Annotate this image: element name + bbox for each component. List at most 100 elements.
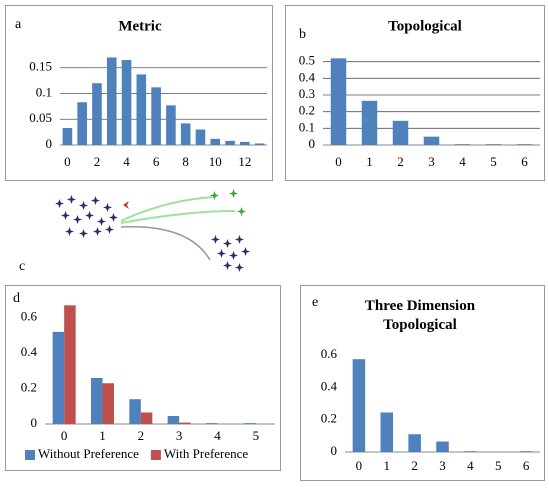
bar xyxy=(408,434,421,452)
panel-label: d xyxy=(13,291,20,306)
x-tick-label: 3 xyxy=(439,458,446,473)
x-tick-label: 4 xyxy=(459,154,466,169)
bar xyxy=(179,423,191,424)
y-tick-label: 0.15 xyxy=(29,59,52,74)
bar xyxy=(77,102,87,145)
bar xyxy=(436,442,449,452)
panel-label: e xyxy=(312,295,318,310)
bar xyxy=(64,305,76,424)
chart-title: Three Dimension Topological xyxy=(340,297,500,335)
bar xyxy=(353,359,366,452)
bar xyxy=(424,137,440,145)
bar xyxy=(129,399,141,424)
y-tick-label: 0 xyxy=(31,415,38,430)
y-tick-label: 0.05 xyxy=(29,110,52,125)
legend-label: With Preference xyxy=(164,446,249,461)
x-tick-label: 1 xyxy=(99,428,106,443)
bar xyxy=(92,83,102,145)
y-tick-label: 0 xyxy=(331,443,338,458)
x-tick-label: 6 xyxy=(521,154,528,169)
x-tick-label: 5 xyxy=(495,458,502,473)
x-tick-label: 2 xyxy=(138,428,145,443)
y-tick-label: 0 xyxy=(309,136,316,151)
page: Metrica00.050.10.15024681012 Topological… xyxy=(0,0,549,488)
x-tick-label: 5 xyxy=(253,428,260,443)
y-tick-label: 0.2 xyxy=(321,411,337,426)
bar xyxy=(103,383,115,424)
bar xyxy=(362,101,378,145)
bar xyxy=(141,412,153,424)
bar xyxy=(381,412,394,452)
chart-title: Metric xyxy=(118,18,162,34)
x-tick-label: 4 xyxy=(467,458,474,473)
bar xyxy=(107,57,117,145)
bar xyxy=(210,139,220,145)
x-tick-label: 12 xyxy=(238,154,251,169)
y-tick-label: 0.3 xyxy=(299,86,315,101)
y-tick-label: 0.6 xyxy=(21,309,38,324)
x-tick-label: 4 xyxy=(214,428,221,443)
bar xyxy=(63,128,73,145)
y-tick-label: 0.4 xyxy=(321,378,338,393)
x-tick-label: 0 xyxy=(61,428,68,443)
x-tick-label: 3 xyxy=(176,428,183,443)
x-tick-label: 3 xyxy=(428,154,435,169)
x-tick-label: 4 xyxy=(123,154,130,169)
predator xyxy=(123,201,129,209)
bar xyxy=(166,105,176,145)
arrow xyxy=(121,227,210,260)
y-tick-label: 0.4 xyxy=(21,344,38,359)
bar xyxy=(53,332,65,424)
x-tick-label: 6 xyxy=(523,458,530,473)
legend-swatch xyxy=(25,450,35,460)
bar xyxy=(181,123,191,145)
y-tick-label: 0.2 xyxy=(21,380,37,395)
bar xyxy=(168,416,180,424)
chart: d 0 0.2 0.4 0.6 0 1 2 3 4 5 Without Preference With … xyxy=(5,285,281,471)
y-tick-label: 0.4 xyxy=(299,69,316,84)
bar xyxy=(206,423,218,424)
y-tick-label: 0.1 xyxy=(36,84,52,99)
flock xyxy=(55,195,250,272)
bar xyxy=(137,74,147,145)
bar xyxy=(122,60,132,145)
x-tick-label: 8 xyxy=(182,154,189,169)
bar xyxy=(240,142,250,145)
bar xyxy=(151,87,161,145)
y-tick-label: 0.6 xyxy=(321,346,338,361)
bar xyxy=(455,144,471,145)
x-tick-label: 0 xyxy=(64,154,71,169)
x-tick-label: 6 xyxy=(153,154,160,169)
y-tick-label: 0.1 xyxy=(299,119,315,134)
x-tick-label: 5 xyxy=(490,154,497,169)
y-tick-label: 0 xyxy=(46,136,53,151)
bar xyxy=(196,130,206,145)
x-tick-label: 10 xyxy=(209,154,222,169)
bar xyxy=(91,378,103,424)
bar xyxy=(517,144,533,145)
panel-label: b xyxy=(299,27,306,42)
bar xyxy=(225,141,235,145)
x-tick-label: 2 xyxy=(397,154,404,169)
x-tick-label: 0 xyxy=(356,458,363,473)
x-tick-label: 2 xyxy=(411,458,418,473)
x-tick-label: 2 xyxy=(94,154,101,169)
bar xyxy=(520,451,533,452)
legend-label: Without Preference xyxy=(38,446,139,461)
panel-label: c xyxy=(19,259,25,274)
x-tick-label: 1 xyxy=(366,154,373,169)
bar xyxy=(393,121,409,145)
bar xyxy=(255,143,265,145)
bar xyxy=(464,451,477,452)
diagram: c xyxy=(5,185,305,283)
y-tick-label: 0.5 xyxy=(299,53,315,68)
legend-swatch xyxy=(151,450,161,460)
bar xyxy=(331,58,347,145)
x-tick-label: 0 xyxy=(335,154,342,169)
arrow xyxy=(121,197,213,221)
x-tick-label: 1 xyxy=(384,458,391,473)
chart-title: Topological xyxy=(388,18,462,34)
bar xyxy=(486,144,502,145)
